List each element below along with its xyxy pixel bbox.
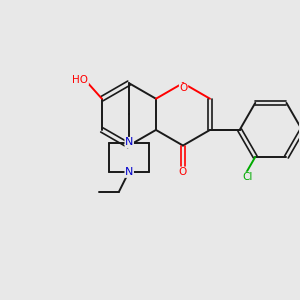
Text: N: N <box>125 137 134 148</box>
Text: O: O <box>179 83 188 94</box>
Text: N: N <box>125 167 134 177</box>
Text: Cl: Cl <box>242 172 252 182</box>
Text: HO: HO <box>72 75 88 85</box>
Text: O: O <box>179 167 187 177</box>
